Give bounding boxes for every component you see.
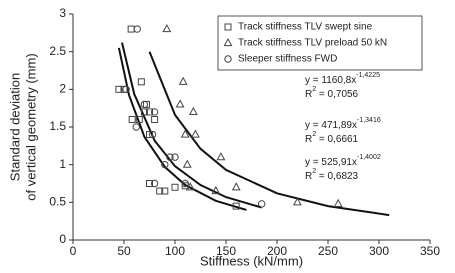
- point: [166, 153, 174, 161]
- point: [148, 130, 157, 139]
- point: [156, 187, 164, 195]
- fit-curve: [121, 42, 262, 209]
- point: [258, 200, 266, 208]
- point: [180, 129, 190, 138]
- point: [216, 152, 226, 161]
- point: [150, 108, 159, 116]
- point: [224, 55, 232, 63]
- point: [150, 179, 159, 188]
- point: [181, 179, 189, 188]
- x-tick-label: 0: [70, 244, 77, 258]
- r2-exponent: 2: [312, 86, 316, 93]
- point: [181, 182, 189, 190]
- equation: y = 471,89x: [305, 120, 357, 131]
- point: [140, 108, 148, 116]
- y-axis-label: Standard deviation: [7, 73, 22, 181]
- x-tick-label: 150: [216, 244, 236, 258]
- fit-curve: [117, 47, 247, 211]
- r2-value: = 0,7056: [316, 89, 358, 100]
- point: [115, 85, 123, 93]
- fit-curve: [148, 51, 390, 217]
- r2-label: R: [305, 134, 312, 145]
- equation: y = 525,91x: [305, 157, 357, 168]
- r2-value: = 0,6661: [316, 134, 358, 145]
- x-axis-label: Stiffness (kN/mm): [200, 253, 303, 268]
- legend-box: [217, 15, 423, 71]
- x-tick-label: 100: [165, 244, 185, 258]
- point: [127, 25, 135, 33]
- point: [122, 85, 130, 94]
- exponent: -1,4002: [357, 154, 381, 161]
- y-tick-label: 0.5: [49, 195, 66, 209]
- y-tick-label: 2.5: [49, 44, 66, 58]
- point: [146, 180, 153, 187]
- fit-r2: R2 = 0,6661: [305, 131, 359, 145]
- y-tick-label: 2: [59, 82, 66, 96]
- x-tick-label: 350: [420, 244, 440, 258]
- point: [171, 153, 179, 161]
- point: [185, 182, 195, 191]
- point: [175, 99, 185, 108]
- point: [151, 115, 159, 123]
- fit-equation: y = 525,91x-1,4002: [305, 154, 381, 168]
- x-tick-label: 50: [117, 244, 131, 258]
- legend-label: Sleeper stiffness FWD: [238, 54, 337, 65]
- y-tick-label: 1: [59, 157, 66, 171]
- legend-label: Track stiffness TLV swept sine: [238, 22, 373, 33]
- point: [132, 123, 140, 131]
- point: [223, 37, 233, 47]
- point: [137, 78, 145, 86]
- point: [162, 24, 172, 33]
- point: [231, 182, 241, 191]
- x-tick-label: 250: [318, 244, 338, 258]
- y-tick-label: 1.5: [49, 119, 66, 133]
- r2-exponent: 2: [312, 131, 316, 138]
- exponent: -1,4225: [356, 72, 380, 79]
- point: [190, 129, 200, 138]
- y-tick-label: 3: [59, 6, 66, 20]
- point: [161, 160, 169, 169]
- point: [146, 131, 153, 139]
- point: [171, 183, 179, 191]
- point: [232, 202, 240, 210]
- point: [292, 197, 302, 206]
- y-tick-label: 0: [59, 232, 66, 246]
- point: [188, 106, 198, 116]
- r2-label: R: [305, 89, 312, 100]
- legend-label: Track stiffness TLV preload 50 kN: [238, 38, 387, 49]
- fit-r2: R2 = 0,7056: [305, 86, 359, 100]
- r2-label: R: [305, 171, 312, 182]
- equation: y = 1160,8x: [305, 75, 356, 86]
- y-axis-label: of vertical geometry (mm): [23, 53, 38, 200]
- fit-equation: y = 1160,8x-1,4225: [305, 72, 380, 86]
- r2-exponent: 2: [312, 168, 316, 175]
- point: [146, 108, 153, 116]
- x-tick-label: 300: [369, 244, 389, 258]
- point: [182, 159, 192, 168]
- x-tick-label: 200: [267, 244, 287, 258]
- point: [333, 198, 343, 207]
- point: [161, 187, 169, 195]
- point: [211, 185, 221, 195]
- point: [140, 100, 149, 109]
- point: [135, 115, 143, 123]
- fit-equation: y = 471,89x-1,3416: [305, 117, 381, 131]
- point: [178, 76, 188, 85]
- exponent: -1,3416: [357, 117, 381, 124]
- r2-value: = 0,6823: [316, 171, 358, 182]
- point: [224, 23, 232, 31]
- fit-r2: R2 = 0,6823: [305, 168, 359, 182]
- point: [133, 25, 141, 33]
- point: [128, 115, 136, 123]
